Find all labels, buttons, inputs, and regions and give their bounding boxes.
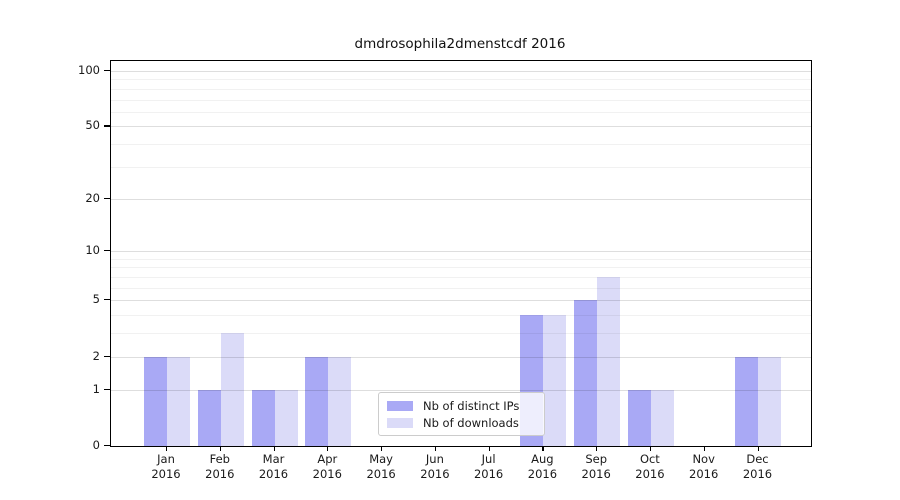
legend-entry-downloads: Nb of downloads <box>379 416 544 430</box>
gridline-minor <box>111 79 811 81</box>
y-axis-tick <box>104 299 110 301</box>
x-axis-tick <box>381 446 383 451</box>
bar-distinct-ips <box>735 356 759 446</box>
bar-distinct-ips <box>627 389 651 446</box>
chart-title: dmdrosophila2dmenstcdf 2016 <box>354 36 566 52</box>
gridline-minor <box>111 287 811 289</box>
y-tick-label: 5 <box>92 292 100 307</box>
gridline-minor <box>111 144 811 146</box>
y-tick-label: 10 <box>85 243 100 258</box>
x-tick-label: Dec 2016 <box>742 452 773 481</box>
gridline-major <box>111 300 811 302</box>
gridline-major <box>111 251 811 253</box>
bar-downloads <box>650 389 674 446</box>
legend-swatch-distinct-ips <box>387 400 413 411</box>
legend-entry-distinct-ips: Nb of distinct IPs <box>379 399 544 413</box>
x-tick-label: Jul 2016 <box>473 452 504 481</box>
y-axis-tick <box>104 250 110 252</box>
x-tick-label: May 2016 <box>366 452 396 481</box>
x-axis-tick <box>166 446 168 451</box>
y-axis-tick <box>104 445 110 447</box>
x-tick-label: Oct 2016 <box>635 452 665 481</box>
bar-downloads <box>758 356 782 446</box>
x-axis-tick <box>596 446 598 451</box>
x-tick-label: Nov 2016 <box>689 452 719 481</box>
gridline-minor <box>111 258 811 260</box>
bar-distinct-ips <box>251 389 275 446</box>
x-axis-tick <box>649 446 652 451</box>
bar-downloads <box>220 333 244 446</box>
bar-downloads <box>167 356 190 446</box>
legend: Nb of distinct IPs Nb of downloads <box>378 392 545 436</box>
x-tick-label: Aug 2016 <box>527 452 558 481</box>
x-axis-tick <box>219 446 221 451</box>
legend-label-downloads: Nb of downloads <box>423 415 519 430</box>
gridline-minor <box>111 88 811 90</box>
gridline-minor <box>111 267 811 269</box>
gridline-minor <box>111 315 811 317</box>
plot-area <box>110 60 812 447</box>
gridline-major <box>111 126 811 128</box>
x-axis-tick <box>542 446 544 451</box>
bar-downloads <box>543 315 567 446</box>
gridline-major <box>111 356 811 358</box>
y-axis-tick <box>104 125 110 127</box>
x-tick-label: Jun 2016 <box>420 452 450 481</box>
bar-distinct-ips <box>197 389 221 446</box>
y-axis-tick <box>104 355 110 357</box>
x-tick-label: Mar 2016 <box>258 452 289 481</box>
y-tick-label: 2 <box>92 348 100 363</box>
x-axis-tick <box>757 446 759 451</box>
bar-distinct-ips <box>144 356 167 446</box>
gridline-major <box>111 198 811 200</box>
x-axis-tick <box>703 446 705 451</box>
bar-downloads <box>328 356 352 446</box>
y-tick-label: 20 <box>85 190 100 205</box>
legend-swatch-downloads <box>387 417 413 428</box>
x-axis-tick <box>327 446 329 451</box>
gridline-minor <box>111 166 811 168</box>
bar-distinct-ips <box>574 300 598 446</box>
gridline-minor <box>111 333 811 335</box>
x-axis-tick <box>434 446 437 451</box>
gridline-minor <box>111 111 811 113</box>
x-tick-label: Apr 2016 <box>312 452 342 481</box>
gridline-major <box>111 389 811 391</box>
x-tick-label: Sep 2016 <box>581 452 611 481</box>
bar-distinct-ips <box>305 356 329 446</box>
bar-downloads <box>274 389 298 446</box>
bar-downloads <box>597 277 621 446</box>
y-axis-tick <box>104 388 110 390</box>
y-tick-label: 50 <box>85 118 100 133</box>
gridline-minor <box>111 277 811 278</box>
y-axis-tick <box>104 197 110 199</box>
x-axis-tick <box>488 446 490 451</box>
x-axis-tick <box>273 446 275 451</box>
x-tick-label: Feb 2016 <box>205 452 235 481</box>
y-tick-label: 100 <box>78 62 100 77</box>
x-tick-label: Jan 2016 <box>151 452 181 481</box>
y-tick-label: 1 <box>92 381 100 396</box>
legend-label-distinct-ips: Nb of distinct IPs <box>423 398 520 413</box>
y-tick-label: 0 <box>92 438 100 452</box>
y-axis-tick <box>104 69 110 71</box>
gridline-minor <box>111 99 811 101</box>
gridline-major <box>111 70 811 72</box>
